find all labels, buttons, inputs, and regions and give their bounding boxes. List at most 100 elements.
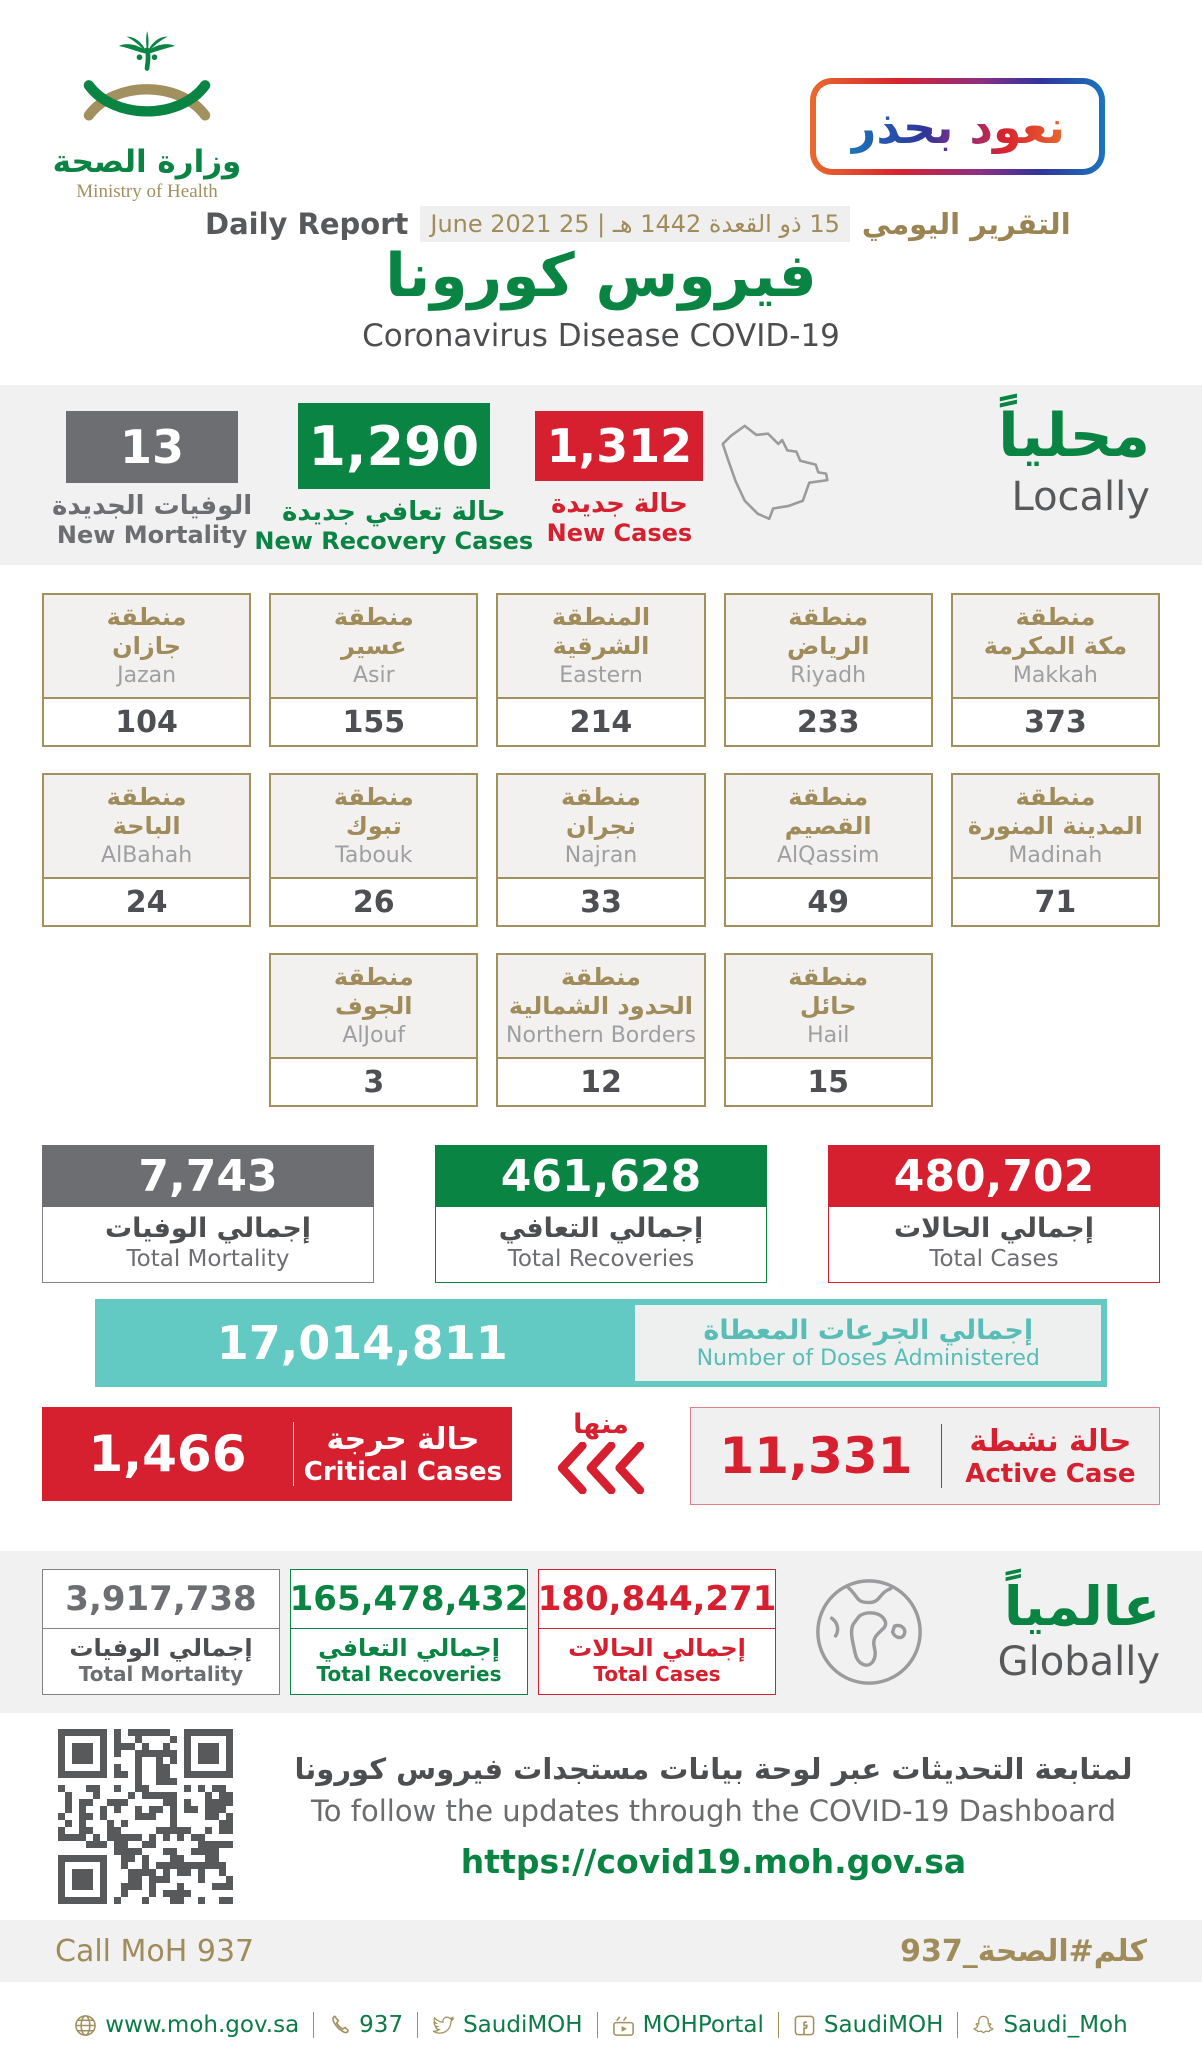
region-ar1: منطقة: [788, 783, 869, 811]
region-ar2: حائل: [799, 991, 857, 1020]
region-card-tabouk: منطقة تبوك Tabouk 26: [269, 773, 479, 927]
header: وزارة الصحة Ministry of Health نعود بحذر…: [0, 0, 1202, 385]
total-cases-label-ar: إجمالي الحالات: [893, 1213, 1095, 1244]
region-card-hail: منطقة حائل Hail 15: [723, 953, 933, 1107]
page-title-arabic: فيروس كورونا: [385, 241, 817, 311]
total-mortality-label-en: Total Mortality: [126, 1246, 290, 1272]
region-value: 33: [498, 879, 704, 925]
region-card-northern-borders: منطقة الحدود الشمالية Northern Borders 12: [496, 953, 706, 1107]
region-en: Madinah: [1008, 842, 1103, 868]
divider: [940, 1424, 942, 1488]
region-ar2: تبوك: [345, 811, 402, 840]
footer-youtube[interactable]: MOHPortal: [596, 2012, 778, 2038]
region-ar2: نجران: [566, 811, 636, 840]
new-mortality-stat: 13 الوفيات الجديدة New Mortality: [52, 403, 252, 565]
footer-facebook[interactable]: SaudiMOH: [777, 2012, 958, 2038]
of-which-label: منها: [573, 1409, 629, 1440]
total-cases-label-en: Total Cases: [929, 1246, 1059, 1272]
moh-logo: وزارة الصحة Ministry of Health: [52, 28, 242, 203]
footer-phone-label: 937: [359, 2012, 404, 2038]
region-value: 49: [725, 879, 931, 925]
region-ar2: عسير: [341, 631, 407, 660]
region-card-madinah: منطقة المدينة المنورة Madinah 71: [950, 773, 1160, 927]
globally-heading-ar: عالمياً: [1004, 1574, 1160, 1638]
region-en: Hail: [807, 1022, 850, 1048]
phone-icon: [332, 2015, 349, 2033]
region-ar2: الحدود الشمالية: [508, 991, 694, 1020]
total-recoveries-card: 461,628 إجمالي التعافي Total Recoveries: [435, 1145, 767, 1283]
region-ar2: القصيم: [784, 811, 872, 840]
critical-cases-box: 1,466 حالة حرجة Critical Cases: [42, 1407, 512, 1501]
new-cases-label-en: New Cases: [546, 519, 693, 547]
saudi-arabia-map-icon: [721, 424, 829, 521]
dashboard-url-link[interactable]: https://covid19.moh.gov.sa: [460, 1842, 967, 1881]
region-value: 233: [725, 699, 931, 745]
daily-report-label: Daily Report: [205, 207, 409, 241]
region-ar1: منطقة: [333, 783, 414, 811]
region-ar1: المنطقة: [551, 603, 651, 631]
region-en: Najran: [564, 842, 638, 868]
logo-english-name: Ministry of Health: [76, 181, 218, 202]
facebook-icon: [794, 2015, 815, 2035]
region-ar1: منطقة: [561, 963, 641, 991]
global-cases-label-en: Total Cases: [593, 1662, 721, 1686]
region-value: 3: [271, 1059, 477, 1105]
locally-heading: محلياً Locally: [850, 405, 1150, 565]
global-recoveries-label-ar: إجمالي التعافي: [318, 1634, 500, 1662]
footer-website[interactable]: www.moh.gov.sa: [60, 2012, 313, 2038]
region-ar2: الرياض: [786, 631, 870, 660]
region-ar2: الجوف: [335, 991, 413, 1020]
region-en: Northern Borders: [506, 1022, 696, 1048]
total-mortality-value: 7,743: [42, 1145, 374, 1207]
region-card-najran: منطقة نجران Najran 33: [496, 773, 706, 927]
region-ar2: مكة المكرمة: [983, 631, 1128, 660]
region-value: 24: [44, 879, 250, 925]
dashboard-line-en: To follow the updates through the COVID-…: [311, 1794, 1116, 1828]
region-card-aljouf: منطقة الجوف AlJouf 3: [269, 953, 479, 1107]
region-ar1: منطقة: [788, 963, 869, 991]
region-ar2: المدينة المنورة: [967, 811, 1143, 840]
region-en: AlBahah: [101, 842, 193, 868]
active-cases-label-en: Active Case: [965, 1458, 1136, 1489]
twitter-icon: [432, 2015, 455, 2034]
region-card-jazan: منطقة جازان Jazan 104: [42, 593, 252, 747]
global-mortality-label-ar: إجمالي الوفيات: [69, 1634, 253, 1662]
footer-phone[interactable]: 937: [313, 2012, 417, 2038]
new-mortality-value: 13: [66, 411, 239, 483]
region-ar1: منطقة: [788, 603, 869, 631]
page-title-english: Coronavirus Disease COVID-19: [362, 318, 840, 354]
region-card-riyadh: منطقة الرياض Riyadh 233: [723, 593, 933, 747]
youtube-icon: [612, 2015, 634, 2036]
moh-logo-icon: [83, 30, 211, 121]
new-mortality-label-ar: الوفيات الجديدة: [52, 491, 253, 521]
new-cases-value: 1,312: [535, 411, 704, 481]
footer-website-label: www.moh.gov.sa: [105, 2012, 300, 2038]
call-moh-band: Call MoH 937 كلم#الصحة_937: [0, 1920, 1202, 1982]
region-value: 15: [725, 1059, 931, 1105]
region-card-eastern: المنطقة الشرقية Eastern 214: [496, 593, 706, 747]
region-ar2: الشرقية: [552, 631, 650, 660]
active-cases-box: 11,331 حالة نشطة Active Case: [690, 1407, 1160, 1505]
footer-snapchat[interactable]: Saudi_Moh: [957, 2012, 1141, 2038]
global-mortality-value: 3,917,738: [65, 1579, 257, 1619]
critical-cases-label-en: Critical Cases: [303, 1456, 503, 1487]
total-mortality-card: 7,743 إجمالي الوفيات Total Mortality: [42, 1145, 374, 1283]
daily-report-label-arabic: التقرير اليومي: [861, 207, 1071, 241]
region-en: Riyadh: [790, 662, 867, 688]
footer-twitter[interactable]: SaudiMOH: [417, 2012, 597, 2038]
doses-administered-bar: 17,014,811 إجمالي الجرعات المعطاة Number…: [95, 1299, 1107, 1387]
region-card-asir: منطقة عسير Asir 155: [269, 593, 479, 747]
locally-section: 13 الوفيات الجديدة New Mortality 1,290 ح…: [0, 385, 1202, 565]
new-cases-label-ar: حالة جديدة: [550, 489, 688, 519]
total-recoveries-label-ar: إجمالي التعافي: [498, 1213, 704, 1244]
locally-heading-en: Locally: [1011, 474, 1150, 520]
total-mortality-label-ar: إجمالي الوفيات: [104, 1213, 312, 1244]
active-cases-value: 11,331: [719, 1427, 913, 1485]
region-ar1: منطقة: [1015, 603, 1096, 631]
globally-heading-en: Globally: [997, 1639, 1160, 1686]
region-en: Asir: [352, 662, 395, 688]
region-card-makkah: منطقة مكة المكرمة Makkah 373: [950, 593, 1160, 747]
global-cases-label-ar: إجمالي الحالات: [568, 1634, 746, 1662]
globe-icon: [75, 2014, 97, 2036]
